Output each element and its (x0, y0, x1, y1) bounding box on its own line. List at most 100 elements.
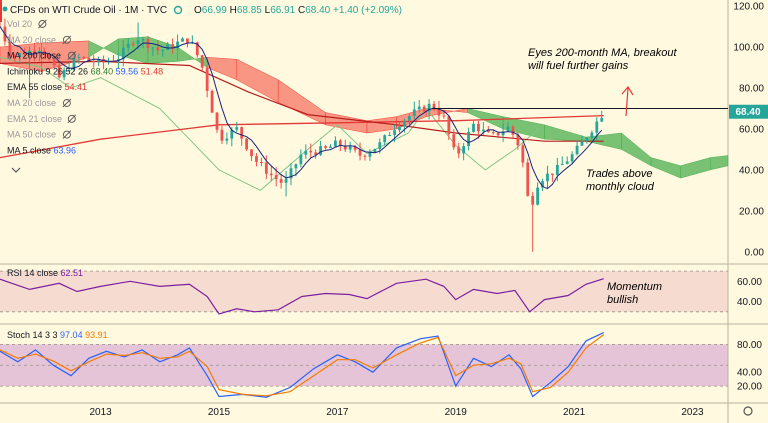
candle-body (383, 135, 387, 143)
candle-body (269, 173, 273, 176)
candle-body (176, 41, 179, 49)
rsi-tick-label: 60.00 (737, 277, 762, 288)
settings-gear-icon (743, 406, 753, 416)
candle-body (220, 129, 224, 141)
candle-body (299, 154, 303, 165)
indicator-label: EMA 21 close (7, 114, 62, 124)
candle-body (166, 44, 170, 51)
hidden-eye-slash (67, 51, 77, 60)
candle-body (457, 147, 461, 154)
candle-body (294, 164, 298, 169)
price-tick-label: 60.00 (739, 124, 764, 135)
candle-body (437, 108, 441, 116)
rsi-header: RSI 14 close 62.51 (7, 268, 83, 278)
candle-body (235, 127, 239, 130)
indicator-label: EMA 55 close 54.41 (7, 82, 87, 92)
candle-body (107, 61, 110, 63)
candle-body (289, 168, 293, 179)
indicator-legend-row: MA 20 close (7, 35, 72, 45)
candle-body (506, 126, 510, 132)
candle-body (171, 44, 175, 49)
volume-bar-marker (0, 0, 2, 22)
candle-body (304, 150, 308, 155)
candle-body (92, 60, 96, 63)
candle-body (427, 103, 431, 112)
candle-body (481, 129, 485, 132)
candle-body (77, 56, 81, 58)
candle-body (314, 152, 318, 155)
candle-body (358, 149, 362, 156)
candle-body (62, 69, 66, 78)
annotation-200ma-line2: will fuel further gains (528, 60, 629, 72)
hidden-eye-icon (62, 35, 71, 44)
candle-body (343, 145, 347, 150)
candle-body (215, 112, 219, 130)
candle-body (52, 59, 56, 66)
indicator-legend-row: EMA 21 close (7, 114, 77, 124)
indicator-label: MA 200 close (7, 51, 61, 61)
annotation-cloud: Trades above (586, 168, 652, 180)
candle-body (161, 50, 165, 52)
cloud-segment (709, 155, 729, 171)
candle-body (126, 43, 130, 48)
annotation-cloud-line2: monthly cloud (586, 181, 655, 193)
candle-body (412, 109, 416, 117)
candle-body (585, 137, 589, 142)
arrow-shaft (625, 87, 629, 117)
candle-body (575, 145, 579, 155)
candle-body (555, 164, 559, 175)
candle-body (82, 56, 86, 58)
indicator-legend-row: MA 5 close 63.96 (7, 145, 76, 155)
rsi-tick-label: 40.00 (737, 297, 762, 308)
candle-body (521, 145, 525, 163)
annotation-rsi-line2: bullish (607, 294, 638, 306)
last-price-tag: 68.40 (735, 107, 760, 118)
candle-body (240, 127, 244, 139)
hidden-eye-icon (38, 20, 47, 28)
candle-body (210, 90, 214, 113)
candle-body (417, 106, 421, 110)
chart-title: CFDs on WTI Crude Oil · 1M · TVC (10, 5, 167, 16)
candle-body (432, 103, 436, 109)
candle-body (131, 43, 135, 45)
candle-body (560, 163, 564, 165)
candle-body (511, 126, 515, 135)
candle-body (97, 59, 101, 63)
candle-body (274, 175, 278, 180)
candle-body (264, 162, 268, 174)
price-tick-label: 0.00 (745, 247, 765, 258)
stoch-d-line (0, 334, 605, 397)
candle-body (491, 132, 495, 134)
ichimoku-cloud (0, 36, 729, 179)
indicator-legend-row: MA 50 close (7, 130, 72, 140)
candle-body (600, 117, 604, 122)
candle-body (13, 55, 17, 57)
candle-body (186, 38, 189, 43)
rsi-band (0, 271, 728, 312)
hidden-eye-slash (62, 130, 72, 139)
candle-body (324, 146, 327, 148)
candle-body (531, 195, 535, 205)
candle-body (87, 57, 91, 61)
ma200-line (0, 114, 604, 159)
hidden-eye-icon (62, 130, 71, 139)
candle-body (501, 131, 505, 136)
candle-body (472, 123, 475, 132)
candle-body (195, 42, 199, 56)
candle-body (250, 149, 253, 157)
candle-body (18, 53, 22, 57)
candle-body (245, 138, 249, 150)
candle-body (388, 135, 392, 137)
candle-body (565, 161, 569, 164)
candles (0, 18, 604, 252)
candle-body (260, 161, 263, 163)
price-tick-label: 120.00 (733, 2, 764, 13)
candle-body (496, 132, 500, 136)
hidden-eye-icon (67, 51, 76, 60)
stoch-tick-label: 20.00 (737, 382, 762, 393)
chart-header: CFDs on WTI Crude Oil · 1M · TVC O66.99 H… (2, 5, 402, 16)
indicator-label: MA 20 close (7, 98, 56, 108)
last-price-tag-bg (729, 104, 768, 119)
candle-body (136, 40, 140, 45)
